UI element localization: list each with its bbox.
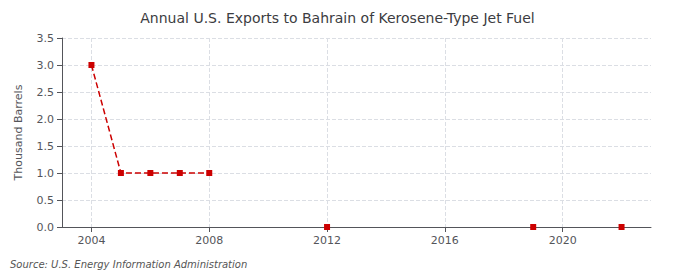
svg-text:1.5: 1.5 — [37, 140, 55, 153]
svg-text:1.0: 1.0 — [37, 167, 55, 180]
svg-text:2.5: 2.5 — [37, 86, 55, 99]
svg-text:0.0: 0.0 — [37, 221, 55, 234]
svg-text:2008: 2008 — [195, 234, 223, 247]
svg-text:3.5: 3.5 — [37, 32, 55, 45]
svg-text:2016: 2016 — [431, 234, 459, 247]
svg-text:2012: 2012 — [313, 234, 341, 247]
svg-text:2.0: 2.0 — [37, 113, 55, 126]
svg-text:2020: 2020 — [549, 234, 577, 247]
svg-text:Annual U.S. Exports to Bahrain: Annual U.S. Exports to Bahrain of Kerose… — [140, 10, 534, 26]
svg-text:2004: 2004 — [77, 234, 105, 247]
svg-text:3.0: 3.0 — [37, 59, 55, 72]
svg-text:0.5: 0.5 — [37, 194, 55, 207]
svg-text:Thousand Barrels: Thousand Barrels — [12, 84, 25, 181]
svg-text:Source: U.S. Energy Informatio: Source: U.S. Energy Information Administ… — [10, 259, 247, 270]
